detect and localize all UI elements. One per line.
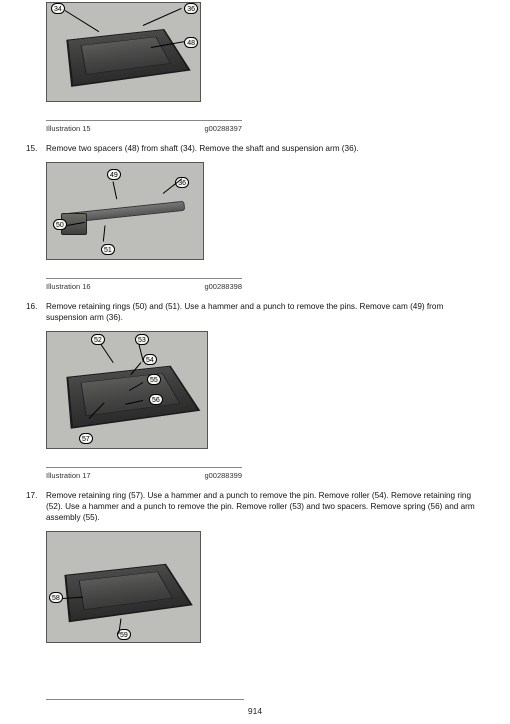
figure-15-image: 34 36 48 <box>46 2 201 102</box>
callout-51: 51 <box>101 244 115 255</box>
figure-16-image: 49 36 50 51 <box>46 162 204 260</box>
step-17: 17. Remove retaining ring (57). Use a ha… <box>20 490 490 523</box>
figure-16: 49 36 50 51 Illustration 16 g00288398 <box>46 162 490 291</box>
figure-18-image: 58 59 <box>46 531 201 643</box>
callout-54: 54 <box>143 354 157 365</box>
callout-52: 52 <box>91 334 105 345</box>
step-17-num: 17. <box>20 490 46 523</box>
figure-15: 34 36 48 Illustration 15 g00288397 <box>46 2 490 133</box>
step-15-num: 15. <box>20 143 46 154</box>
figure-15-code: g00288397 <box>204 124 242 133</box>
figure-16-label: Illustration 16 <box>46 282 91 291</box>
page-number: 914 <box>0 706 510 716</box>
figure-15-label: Illustration 15 <box>46 124 91 133</box>
step-15: 15. Remove two spacers (48) from shaft (… <box>20 143 490 154</box>
figure-16-code: g00288398 <box>204 282 242 291</box>
step-16: 16. Remove retaining rings (50) and (51)… <box>20 301 490 323</box>
step-17-text: Remove retaining ring (57). Use a hammer… <box>46 490 490 523</box>
callout-48: 48 <box>184 37 198 48</box>
figure-17-code: g00288399 <box>204 471 242 480</box>
bottom-rule <box>46 699 244 700</box>
callout-50: 50 <box>53 219 67 230</box>
callout-49: 49 <box>107 169 121 180</box>
callout-57: 57 <box>79 433 93 444</box>
callout-56: 56 <box>149 394 163 405</box>
figure-17-label: Illustration 17 <box>46 471 91 480</box>
callout-36: 36 <box>184 3 198 14</box>
step-15-text: Remove two spacers (48) from shaft (34).… <box>46 143 490 154</box>
figure-18: 58 59 <box>46 531 490 643</box>
figure-17-image: 52 53 54 55 56 57 <box>46 331 208 449</box>
step-16-num: 16. <box>20 301 46 323</box>
callout-55: 55 <box>147 374 161 385</box>
figure-17: 52 53 54 55 56 57 Illustr <box>46 331 490 480</box>
callout-53: 53 <box>135 334 149 345</box>
callout-34: 34 <box>51 3 65 14</box>
callout-58: 58 <box>49 592 63 603</box>
step-16-text: Remove retaining rings (50) and (51). Us… <box>46 301 490 323</box>
